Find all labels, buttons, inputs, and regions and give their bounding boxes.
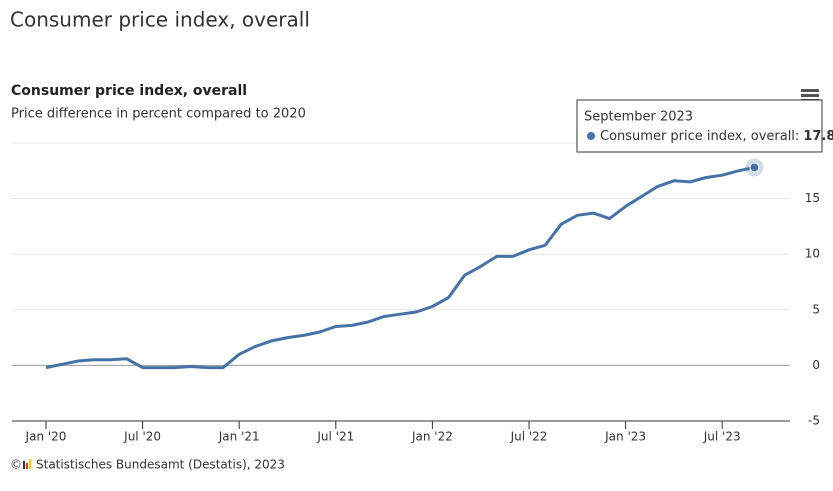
menu-bar [801, 94, 819, 97]
y-tick-label: 5 [812, 302, 820, 316]
y-tick-label: -5 [808, 414, 820, 428]
logo [23, 459, 31, 469]
page-heading: Consumer price index, overall [10, 8, 310, 32]
tooltip-marker [587, 132, 595, 140]
tooltip-separator: : [795, 129, 799, 144]
tooltip-title: September 2023 [584, 110, 693, 125]
series-line [45, 166, 755, 370]
x-tick-label: Jul '22 [510, 430, 548, 444]
tooltip: September 2023 Consumer price index, ove… [576, 99, 833, 153]
tooltip-box [576, 99, 823, 153]
x-tick-label: Jul '20 [123, 430, 161, 444]
tooltip-line: Consumer price index, overall: 17.8 [600, 129, 833, 144]
y-tick-label: 15 [805, 191, 820, 205]
tooltip-value: 17.8 [803, 129, 833, 144]
x-tick-label: Jan '20 [25, 430, 67, 444]
tooltip-series: Consumer price index, overall [600, 129, 795, 144]
x-tick-label: Jan '22 [411, 430, 453, 444]
x-tick-label: Jul '23 [703, 430, 741, 444]
x-tick-label: Jul '21 [316, 430, 354, 444]
credit-symbol: © [10, 458, 22, 472]
x-tick-label: Jan '21 [218, 430, 260, 444]
x-tick-label: Jan '23 [604, 430, 646, 444]
menu-bar [801, 89, 819, 92]
hover-point [749, 162, 760, 173]
y-tick-label: 10 [805, 247, 820, 261]
y-tick-label: 0 [812, 358, 820, 372]
chart-subtitle: Price difference in percent compared to … [11, 107, 306, 122]
credits: Statistisches Bundesamt (Destatis), 2023 [36, 458, 285, 472]
chart-title: Consumer price index, overall [11, 83, 247, 99]
